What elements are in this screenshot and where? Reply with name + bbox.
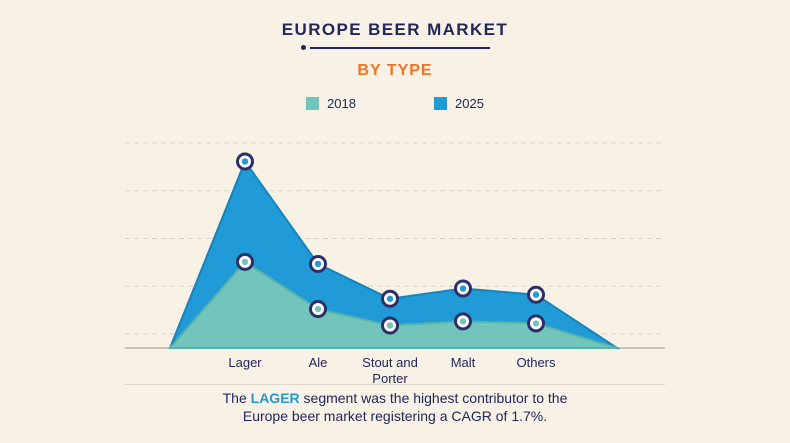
marker-center-2018-1 [314, 305, 322, 313]
footer-highlight: LAGER [250, 390, 300, 406]
title-underline-dot-icon [300, 45, 306, 50]
x-axis-label: Lager [228, 355, 262, 370]
footer-text-prefix: The [222, 390, 251, 406]
area-2018 [167, 260, 618, 349]
title-underline-bar [309, 46, 490, 49]
marker-center-2025-0 [241, 158, 249, 165]
legend-label-2018: 2018 [327, 96, 356, 111]
chart-legend: 2018 2025 [0, 96, 790, 111]
legend-label-2025: 2025 [455, 96, 484, 111]
title-underline [0, 45, 790, 50]
marker-center-2018-2 [386, 322, 394, 329]
marker-center-2018-0 [241, 258, 249, 266]
marker-center-2025-3 [459, 285, 467, 292]
marker-center-2025-1 [314, 260, 322, 268]
legend-swatch-2025 [434, 97, 447, 110]
legend-item-2018: 2018 [306, 96, 356, 111]
footer-text-line1: segment was the highest contributor to t… [299, 390, 568, 406]
marker-center-2018-4 [532, 320, 540, 327]
footer-divider [125, 384, 665, 385]
area-chart [125, 142, 665, 349]
page-title: EUROPE BEER MARKET [281, 20, 509, 39]
footer-note: The LAGER segment was the highest contri… [0, 390, 790, 425]
x-axis-label: Stout and Porter [362, 355, 418, 387]
legend-item-2025: 2025 [434, 96, 484, 111]
x-axis-label: Others [516, 355, 556, 370]
x-axis-label: Malt [450, 355, 476, 370]
x-axis-label: Ale [308, 355, 328, 370]
legend-swatch-2018 [306, 97, 320, 110]
marker-center-2025-4 [532, 291, 540, 298]
marker-center-2018-3 [459, 318, 467, 325]
chart-subtitle: BY TYPE [357, 62, 433, 79]
footer-text-line2: Europe beer market registering a CAGR of… [242, 407, 548, 424]
marker-center-2025-2 [386, 295, 394, 302]
